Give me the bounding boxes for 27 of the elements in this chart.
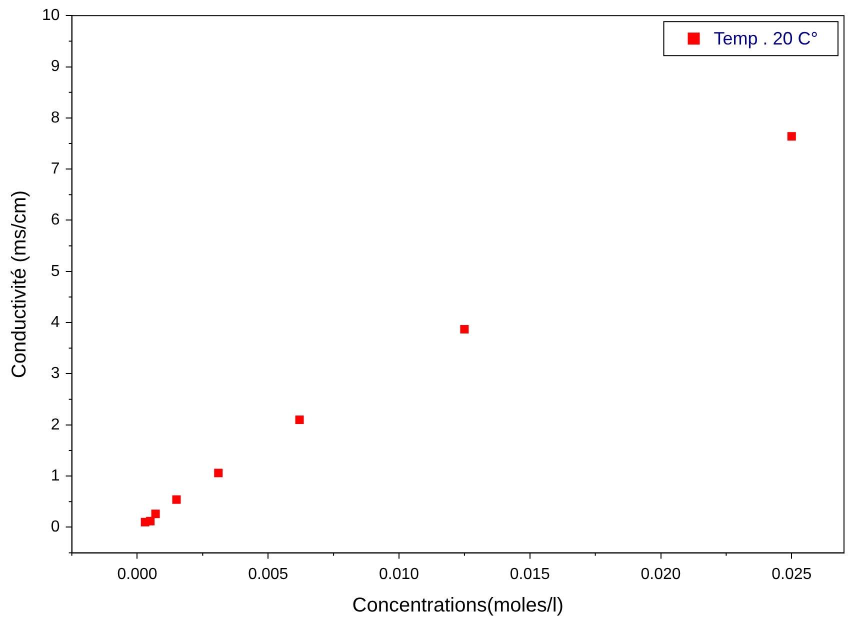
- y-tick-label: 9: [50, 58, 60, 76]
- y-tick-label: 6: [50, 212, 60, 229]
- point: [151, 510, 160, 518]
- point: [172, 495, 181, 504]
- y-tick-label: 7: [50, 160, 60, 178]
- x-tick-label: 0.010: [378, 566, 420, 583]
- x-tick-label: 0.020: [640, 566, 681, 583]
- x-tick-label: 0.000: [117, 566, 158, 583]
- y-tick-label: 0: [50, 518, 60, 536]
- y-axis-title: Conductivité (ms/cm): [8, 190, 31, 378]
- y-tick-label: 4: [50, 314, 60, 331]
- y-tick-label: 10: [42, 7, 60, 24]
- point: [146, 516, 155, 526]
- y-tick-label: 1: [50, 467, 60, 484]
- point: [787, 132, 796, 141]
- x-tick-label: 0.025: [772, 566, 812, 583]
- y-tick-label: 8: [50, 109, 60, 126]
- x-axis-title: Concentrations(moles/l): [352, 594, 564, 617]
- x-tick-label: 0.015: [510, 566, 550, 583]
- legend-label: Temp . 20 C°: [714, 28, 818, 49]
- y-tick-label: 3: [50, 365, 60, 382]
- point: [214, 468, 223, 478]
- x-tick-label: 0.005: [248, 566, 288, 583]
- y-tick-label: 2: [50, 416, 60, 434]
- y-tick-label: 5: [50, 262, 60, 280]
- point: [460, 324, 469, 334]
- point: [295, 416, 304, 424]
